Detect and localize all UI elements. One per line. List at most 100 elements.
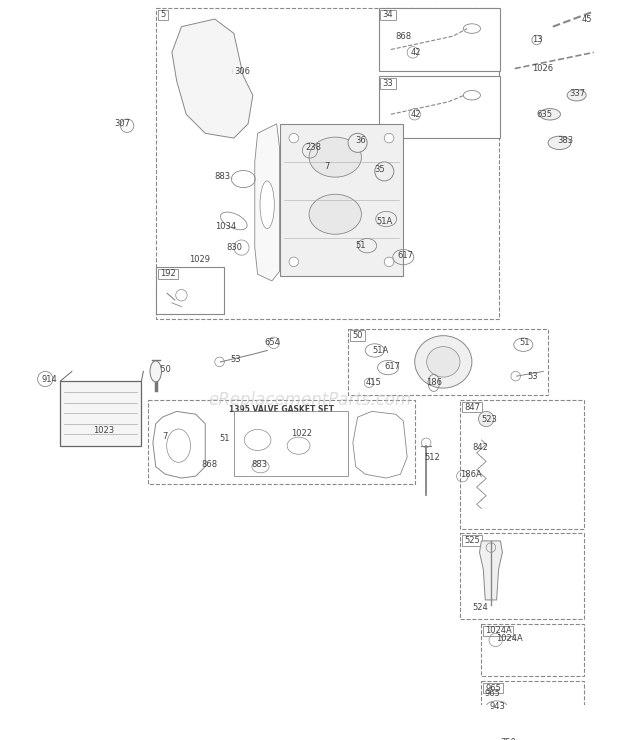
Circle shape xyxy=(374,162,394,181)
Text: 192: 192 xyxy=(160,269,175,278)
Ellipse shape xyxy=(309,137,361,177)
Text: 1022: 1022 xyxy=(291,428,312,438)
Text: 654: 654 xyxy=(264,338,280,347)
Text: 523: 523 xyxy=(481,414,497,423)
Text: 1024A: 1024A xyxy=(485,626,512,636)
Bar xyxy=(157,10,168,20)
Text: 847: 847 xyxy=(464,403,480,411)
Text: 306: 306 xyxy=(234,67,250,76)
Bar xyxy=(463,535,482,545)
Text: 635: 635 xyxy=(537,110,552,119)
Text: 1395 VALVE GASKET SET: 1395 VALVE GASKET SET xyxy=(229,405,334,414)
Polygon shape xyxy=(479,541,502,600)
Text: 868: 868 xyxy=(396,32,412,41)
Text: 943: 943 xyxy=(489,702,505,711)
Text: 1026: 1026 xyxy=(532,64,553,73)
Bar xyxy=(157,269,178,279)
Text: 850: 850 xyxy=(156,365,172,374)
Bar xyxy=(481,624,584,676)
Text: 33: 33 xyxy=(383,79,394,88)
Bar xyxy=(484,683,503,693)
Bar xyxy=(234,411,348,476)
Ellipse shape xyxy=(539,109,560,120)
Text: 524: 524 xyxy=(472,603,488,612)
Bar xyxy=(461,400,584,528)
Text: 883: 883 xyxy=(251,460,267,469)
Ellipse shape xyxy=(548,136,571,149)
Text: 5: 5 xyxy=(160,10,166,19)
Text: 7: 7 xyxy=(162,431,168,440)
Ellipse shape xyxy=(150,361,161,382)
Text: eReplacementParts.com: eReplacementParts.com xyxy=(208,391,412,409)
Text: 337: 337 xyxy=(569,89,585,98)
Ellipse shape xyxy=(244,429,271,451)
Circle shape xyxy=(289,133,299,143)
Text: 51A: 51A xyxy=(372,346,388,355)
Text: 45: 45 xyxy=(582,15,592,24)
Text: 7: 7 xyxy=(324,162,330,171)
Text: 51: 51 xyxy=(356,241,366,250)
Ellipse shape xyxy=(260,181,274,229)
Bar xyxy=(484,625,513,636)
Bar xyxy=(379,7,500,72)
Text: 830: 830 xyxy=(226,243,242,252)
Text: 868: 868 xyxy=(202,460,218,469)
Circle shape xyxy=(289,257,299,266)
Text: 238: 238 xyxy=(305,143,321,152)
Text: 35: 35 xyxy=(374,165,386,174)
Ellipse shape xyxy=(309,195,361,235)
Ellipse shape xyxy=(167,429,190,462)
Text: 965: 965 xyxy=(484,689,500,698)
Bar xyxy=(61,381,141,445)
Circle shape xyxy=(384,257,394,266)
Circle shape xyxy=(348,133,367,152)
Text: 383: 383 xyxy=(557,136,574,146)
Text: 1023: 1023 xyxy=(93,426,114,435)
Text: 1034: 1034 xyxy=(215,222,236,231)
Text: 1029: 1029 xyxy=(189,255,210,263)
Bar xyxy=(461,534,584,619)
Circle shape xyxy=(479,411,494,427)
Text: 34: 34 xyxy=(383,10,394,19)
Text: 42: 42 xyxy=(411,110,422,119)
Bar xyxy=(381,10,396,20)
Ellipse shape xyxy=(427,346,460,377)
Text: 512: 512 xyxy=(424,453,440,462)
Ellipse shape xyxy=(287,437,310,454)
Polygon shape xyxy=(255,124,280,281)
Text: 51: 51 xyxy=(219,434,230,443)
Bar xyxy=(381,78,396,89)
Text: 36: 36 xyxy=(356,136,366,146)
Bar xyxy=(379,76,500,138)
Ellipse shape xyxy=(415,336,472,388)
Text: 50: 50 xyxy=(352,332,363,340)
Bar xyxy=(280,124,404,276)
Text: 186A: 186A xyxy=(461,470,482,479)
Text: 750: 750 xyxy=(500,739,516,740)
Bar xyxy=(156,7,498,319)
Text: 42: 42 xyxy=(411,48,422,57)
Text: 965: 965 xyxy=(485,684,501,693)
Text: 13: 13 xyxy=(532,36,542,44)
Text: 53: 53 xyxy=(527,371,538,380)
Text: 842: 842 xyxy=(472,443,488,452)
Bar xyxy=(156,266,224,314)
Polygon shape xyxy=(172,19,253,138)
Text: 186: 186 xyxy=(426,378,442,387)
Text: 617: 617 xyxy=(397,251,414,260)
Bar xyxy=(463,402,482,412)
Bar xyxy=(148,400,415,484)
Text: 415: 415 xyxy=(365,378,381,387)
Text: 525: 525 xyxy=(464,536,480,545)
Text: 883: 883 xyxy=(215,172,231,181)
Text: 617: 617 xyxy=(384,362,401,371)
Text: 1024A: 1024A xyxy=(496,633,523,642)
Circle shape xyxy=(384,133,394,143)
Ellipse shape xyxy=(567,90,586,101)
Bar xyxy=(348,329,548,395)
Bar xyxy=(350,331,365,341)
Text: 51: 51 xyxy=(520,338,530,347)
Text: 307: 307 xyxy=(115,119,131,128)
Text: 51A: 51A xyxy=(377,218,393,226)
Bar xyxy=(481,681,584,738)
